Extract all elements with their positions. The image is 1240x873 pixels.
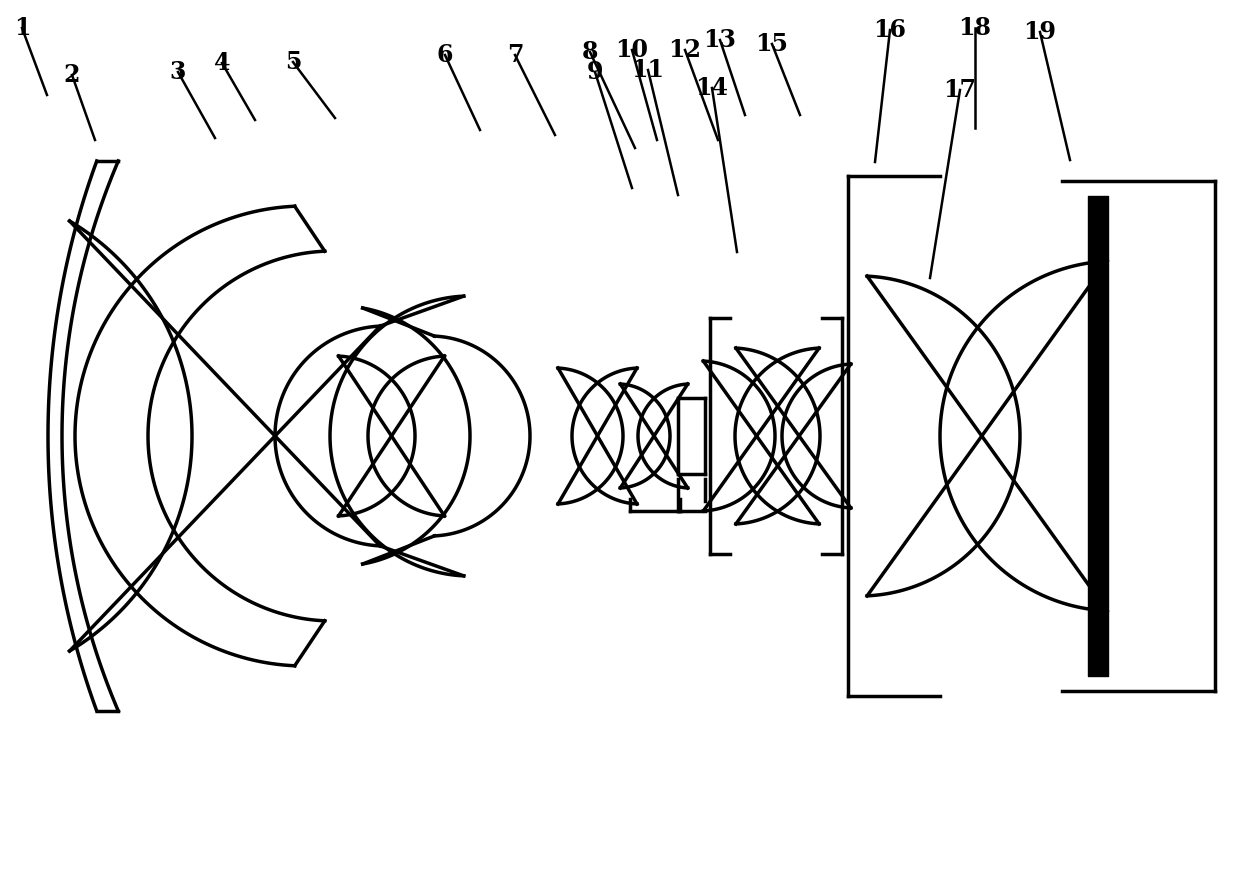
Text: 14: 14 bbox=[696, 76, 729, 100]
Text: 2: 2 bbox=[63, 63, 81, 87]
Text: 5: 5 bbox=[285, 50, 301, 74]
Text: 15: 15 bbox=[755, 32, 789, 56]
Text: 8: 8 bbox=[582, 40, 598, 64]
Text: 11: 11 bbox=[631, 58, 665, 82]
Text: 13: 13 bbox=[703, 28, 737, 52]
Text: 9: 9 bbox=[587, 60, 603, 84]
Text: 4: 4 bbox=[213, 51, 231, 75]
Text: 12: 12 bbox=[668, 38, 702, 62]
Text: 6: 6 bbox=[436, 43, 454, 67]
Text: 16: 16 bbox=[873, 18, 906, 42]
Text: 17: 17 bbox=[944, 78, 977, 102]
Text: 3: 3 bbox=[170, 60, 186, 84]
Text: 7: 7 bbox=[507, 43, 523, 67]
Text: 19: 19 bbox=[1023, 20, 1056, 44]
Text: 18: 18 bbox=[959, 16, 992, 40]
Text: 1: 1 bbox=[14, 16, 30, 40]
Text: 10: 10 bbox=[615, 38, 649, 62]
